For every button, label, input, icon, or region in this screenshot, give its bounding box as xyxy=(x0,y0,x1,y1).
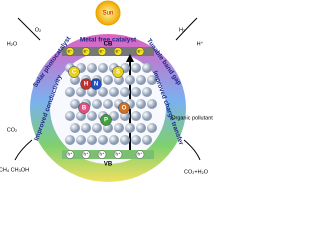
sphere xyxy=(103,75,113,85)
sphere xyxy=(120,135,130,145)
outer-label: Organic pollutant xyxy=(171,115,213,121)
valence-band xyxy=(62,150,154,159)
sun-label: Sun xyxy=(103,11,114,17)
sphere xyxy=(109,135,119,145)
atom xyxy=(78,102,90,114)
atom-label: P xyxy=(104,118,108,124)
vb-label: VB xyxy=(104,162,113,168)
hole xyxy=(81,150,91,159)
electron xyxy=(97,47,107,56)
sphere xyxy=(92,123,102,133)
atom xyxy=(118,102,130,114)
cb-label: CB xyxy=(104,42,113,48)
sphere xyxy=(142,135,152,145)
arrow xyxy=(17,17,41,41)
sphere xyxy=(120,87,130,97)
sphere xyxy=(125,75,135,85)
outer-label: H⁺ xyxy=(197,40,204,47)
sphere xyxy=(98,63,108,73)
outer-label: CO₂+H₂O xyxy=(184,169,209,175)
sphere xyxy=(147,123,157,133)
hole xyxy=(135,150,145,159)
electron-label: e⁻ xyxy=(84,49,90,54)
outer-label: CH₄ CH₃OH xyxy=(0,167,29,173)
hole xyxy=(65,150,75,159)
outer-label: O₂ xyxy=(35,27,41,33)
electron-label: e⁻ xyxy=(68,49,74,54)
atom-label: N xyxy=(94,82,98,88)
sphere xyxy=(70,123,80,133)
sphere xyxy=(70,99,80,109)
sphere xyxy=(87,135,97,145)
sphere xyxy=(142,63,152,73)
sphere xyxy=(131,135,141,145)
hole-label: h⁺ xyxy=(100,152,106,157)
sun xyxy=(95,0,121,26)
sphere xyxy=(87,111,97,121)
sphere xyxy=(136,123,146,133)
sphere xyxy=(147,75,157,85)
atom-label: C xyxy=(72,70,77,76)
sphere xyxy=(76,87,86,97)
hole-label: h⁺ xyxy=(68,152,74,157)
electron xyxy=(81,47,91,56)
arrow xyxy=(14,139,33,161)
sphere xyxy=(76,135,86,145)
atom-label: H xyxy=(84,82,88,88)
sphere xyxy=(131,63,141,73)
hole-label: h⁺ xyxy=(116,152,122,157)
diagram: Sun C N S B P H Oe⁻ h⁺ e⁻ h⁺ e⁻ h⁺ e⁻ h⁺ e⁻ h⁺ CB VB Metal… xyxy=(0,0,213,182)
electron xyxy=(113,47,123,56)
atom-label: O xyxy=(122,106,127,112)
sphere xyxy=(136,75,146,85)
sphere xyxy=(98,87,108,97)
sphere xyxy=(131,111,141,121)
electron-label: e⁻ xyxy=(100,49,106,54)
sphere xyxy=(142,111,152,121)
sphere xyxy=(65,87,75,97)
atom xyxy=(80,78,92,90)
sphere xyxy=(65,135,75,145)
sphere xyxy=(103,99,113,109)
electron-label: e⁻ xyxy=(138,49,144,54)
electron xyxy=(65,47,75,56)
sphere xyxy=(81,123,91,133)
electron xyxy=(135,47,145,56)
hole xyxy=(113,150,123,159)
conduction-band xyxy=(62,47,154,56)
sphere xyxy=(131,87,141,97)
hole-label: h⁺ xyxy=(84,152,90,157)
sphere xyxy=(109,87,119,97)
arrow xyxy=(183,139,201,161)
sphere xyxy=(147,99,157,109)
arrow xyxy=(175,17,198,41)
outer-label: H₂ xyxy=(179,27,185,33)
sphere xyxy=(87,63,97,73)
atom-label: B xyxy=(82,106,87,112)
sphere xyxy=(98,135,108,145)
sphere xyxy=(142,87,152,97)
atom xyxy=(68,66,80,78)
hole-label: h⁺ xyxy=(138,152,144,157)
hole xyxy=(97,150,107,159)
atom xyxy=(112,66,124,78)
sphere xyxy=(136,99,146,109)
ring-label: Metal free catalyst xyxy=(80,37,137,44)
sphere xyxy=(125,123,135,133)
sphere xyxy=(114,123,124,133)
sphere xyxy=(65,111,75,121)
atom xyxy=(100,114,112,126)
electron-label: e⁻ xyxy=(116,49,122,54)
outer-label: CO₂ xyxy=(7,127,17,133)
outer-label: H₂O xyxy=(7,41,18,47)
sphere xyxy=(92,99,102,109)
arrow-head xyxy=(126,54,134,62)
atom-label: S xyxy=(116,70,120,76)
